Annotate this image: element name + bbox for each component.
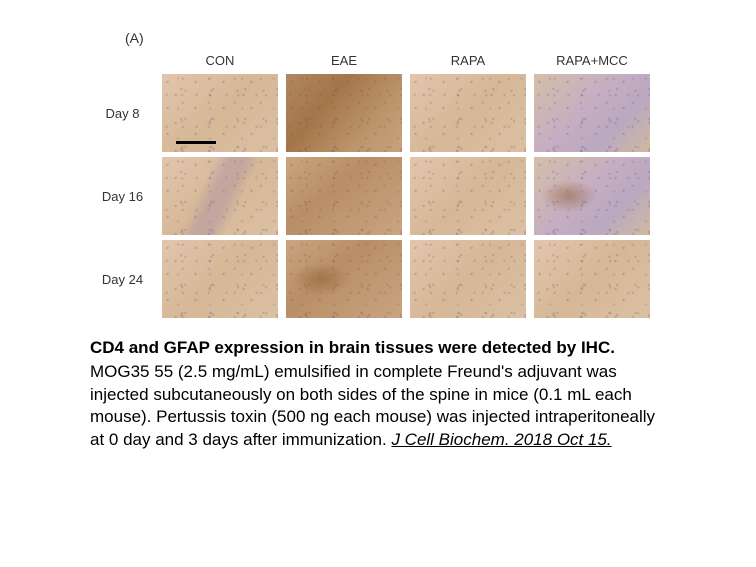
figure-caption: CD4 and GFAP expression in brain tissues… bbox=[90, 337, 666, 451]
caption-citation: J Cell Biochem. 2018 Oct 15. bbox=[391, 430, 611, 449]
ihc-tile-r1c2 bbox=[409, 156, 527, 236]
row-label-day16: Day 16 bbox=[90, 189, 155, 204]
ihc-tile-r2c0 bbox=[161, 239, 279, 319]
col-header-rapa: RAPA bbox=[409, 53, 527, 70]
ihc-tile-r1c1 bbox=[285, 156, 403, 236]
row-label-day8: Day 8 bbox=[90, 106, 155, 121]
row-label-day24: Day 24 bbox=[90, 272, 155, 287]
ihc-tile-r0c3 bbox=[533, 73, 651, 153]
col-header-rapamcc: RAPA+MCC bbox=[533, 53, 651, 70]
col-header-con: CON bbox=[161, 53, 279, 70]
caption-body: MOG35 55 (2.5 mg/mL) emulsified in compl… bbox=[90, 361, 666, 451]
caption-title: CD4 and GFAP expression in brain tissues… bbox=[90, 337, 666, 359]
grid-corner-empty bbox=[90, 48, 155, 70]
col-header-eae: EAE bbox=[285, 53, 403, 70]
ihc-tile-r2c2 bbox=[409, 239, 527, 319]
ihc-tile-r0c0 bbox=[161, 73, 279, 153]
ihc-tile-r0c1 bbox=[285, 73, 403, 153]
ihc-image-grid: CON EAE RAPA RAPA+MCC Day 8 Day 16 Day 2… bbox=[90, 48, 666, 319]
figure-container: (A) CON EAE RAPA RAPA+MCC Day 8 Day 16 D… bbox=[90, 30, 666, 451]
ihc-tile-r1c0 bbox=[161, 156, 279, 236]
ihc-tile-r1c3 bbox=[533, 156, 651, 236]
scale-bar bbox=[176, 141, 216, 144]
ihc-tile-r2c1 bbox=[285, 239, 403, 319]
ihc-tile-r2c3 bbox=[533, 239, 651, 319]
panel-label: (A) bbox=[125, 30, 666, 46]
ihc-tile-r0c2 bbox=[409, 73, 527, 153]
